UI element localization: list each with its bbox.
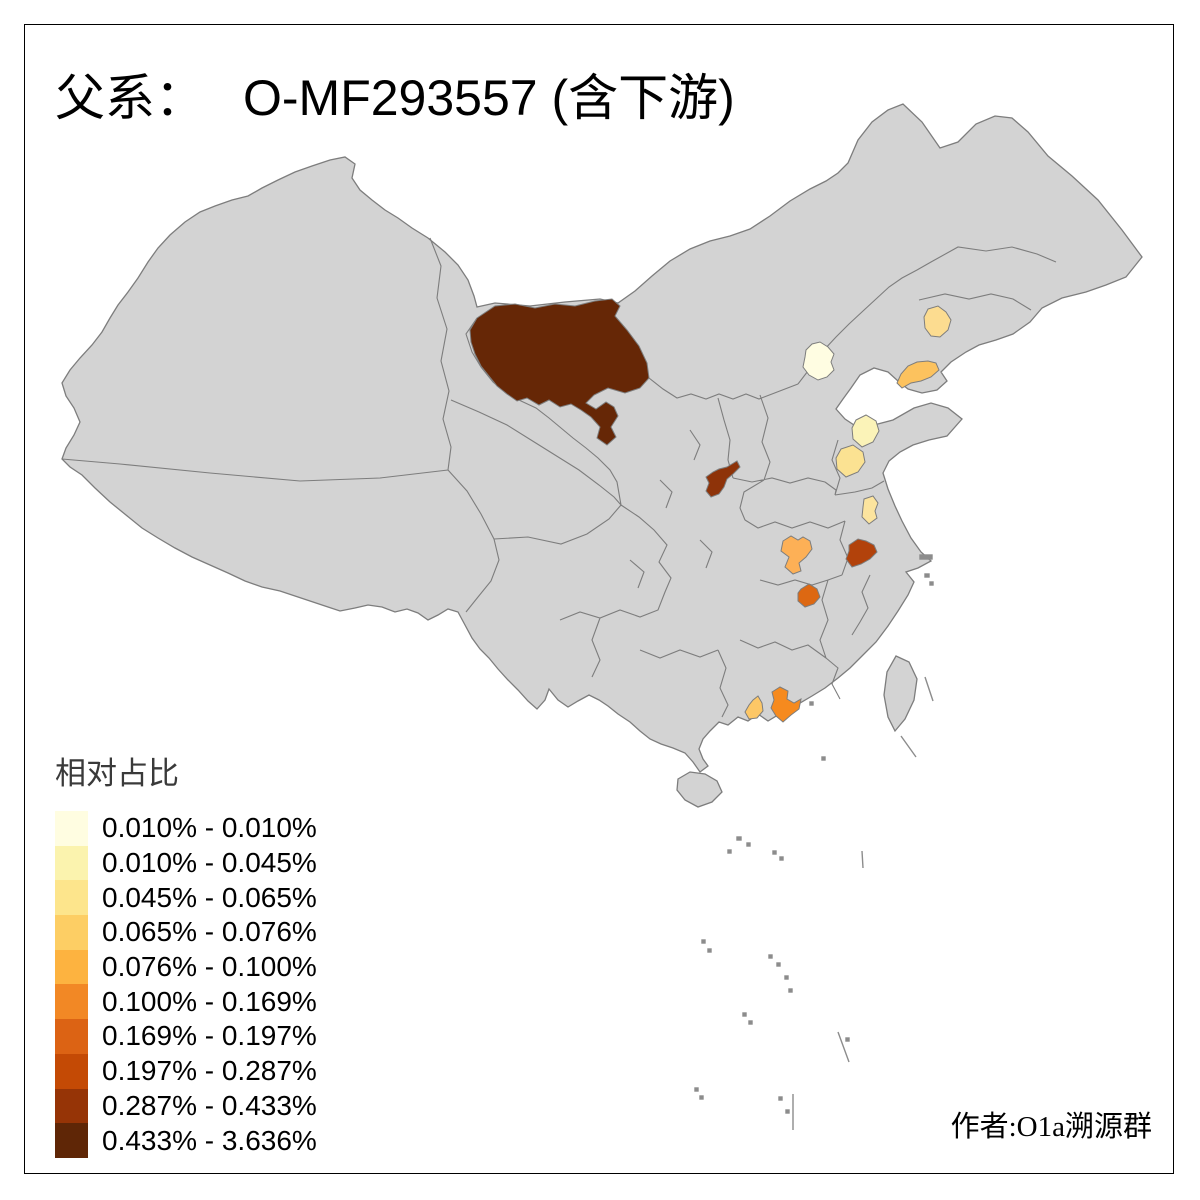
highlight-shaanxi-east bbox=[705, 460, 741, 498]
legend-item: 0.010% - 0.010% bbox=[55, 811, 317, 846]
legend-item: 0.045% - 0.065% bbox=[55, 880, 317, 916]
south-china-sea-islands bbox=[694, 554, 934, 1130]
legend-label: 0.010% - 0.045% bbox=[102, 847, 317, 879]
plot-border bbox=[24, 24, 1174, 1174]
legend-swatch bbox=[55, 811, 88, 846]
legend-item: 0.010% - 0.045% bbox=[55, 845, 317, 881]
legend-label: 0.100% - 0.169% bbox=[102, 985, 317, 1017]
highlight-hunan-northeast bbox=[797, 583, 821, 608]
legend-item: 0.065% - 0.076% bbox=[55, 915, 317, 950]
highlight-hubei-northwest bbox=[780, 535, 813, 575]
legend-title: 相对占比 bbox=[55, 756, 179, 791]
legend-label: 0.010% - 0.010% bbox=[102, 812, 317, 844]
legend-label: 0.287% - 0.433% bbox=[102, 1089, 317, 1121]
hainan-island bbox=[676, 771, 723, 808]
taiwan-island bbox=[883, 655, 918, 733]
legend-label: 0.045% - 0.065% bbox=[102, 881, 317, 913]
highlight-guangdong-central bbox=[770, 686, 802, 723]
title-prefix: 父系： bbox=[55, 70, 205, 126]
legend-label: 0.197% - 0.287% bbox=[102, 1055, 317, 1087]
legend-swatch bbox=[55, 1123, 88, 1158]
legend-label: 0.169% - 0.197% bbox=[102, 1020, 317, 1052]
author-credit: 作者:O1a溯源群 bbox=[950, 1111, 1152, 1143]
legend-swatch bbox=[55, 915, 88, 950]
legend-label: 0.065% - 0.076% bbox=[102, 916, 317, 948]
highlight-jiangsu-north bbox=[861, 495, 879, 525]
highlight-shandong-west bbox=[835, 444, 866, 478]
highlight-guangdong-west bbox=[744, 695, 764, 720]
legend-item: 0.076% - 0.100% bbox=[55, 949, 317, 985]
legend-swatch bbox=[55, 845, 88, 881]
highlight-inner-mongolia-west bbox=[469, 298, 650, 446]
highlight-beijing bbox=[802, 341, 835, 381]
legend-label: 0.076% - 0.100% bbox=[102, 951, 317, 983]
legend: 相对占比 0.010% - 0.010% 0.010% - 0.045% 0.0… bbox=[55, 748, 317, 1158]
legend-item: 0.287% - 0.433% bbox=[55, 1088, 317, 1124]
highlight-anhui-southwest bbox=[845, 538, 878, 568]
highlight-shandong-north bbox=[851, 414, 880, 448]
map-title: 父系： O-MF293557 (含下游) bbox=[55, 58, 735, 130]
legend-swatch bbox=[55, 1088, 88, 1124]
legend-item: 0.433% - 3.636% bbox=[55, 1123, 317, 1158]
legend-label: 0.433% - 3.636% bbox=[102, 1124, 317, 1156]
legend-swatch bbox=[55, 1019, 88, 1054]
legend-swatch bbox=[55, 984, 88, 1020]
legend-swatch bbox=[55, 949, 88, 985]
legend-item: 0.169% - 0.197% bbox=[55, 1019, 317, 1054]
legend-swatch bbox=[55, 1053, 88, 1089]
legend-swatch bbox=[55, 880, 88, 916]
highlight-liaoning-dalian bbox=[896, 360, 940, 389]
highlight-liaoning-central bbox=[923, 305, 952, 338]
legend-item: 0.100% - 0.169% bbox=[55, 984, 317, 1020]
province-borders bbox=[61, 237, 1057, 718]
title-haplogroup: O-MF293557 (含下游) bbox=[243, 70, 735, 126]
legend-item: 0.197% - 0.287% bbox=[55, 1053, 317, 1089]
